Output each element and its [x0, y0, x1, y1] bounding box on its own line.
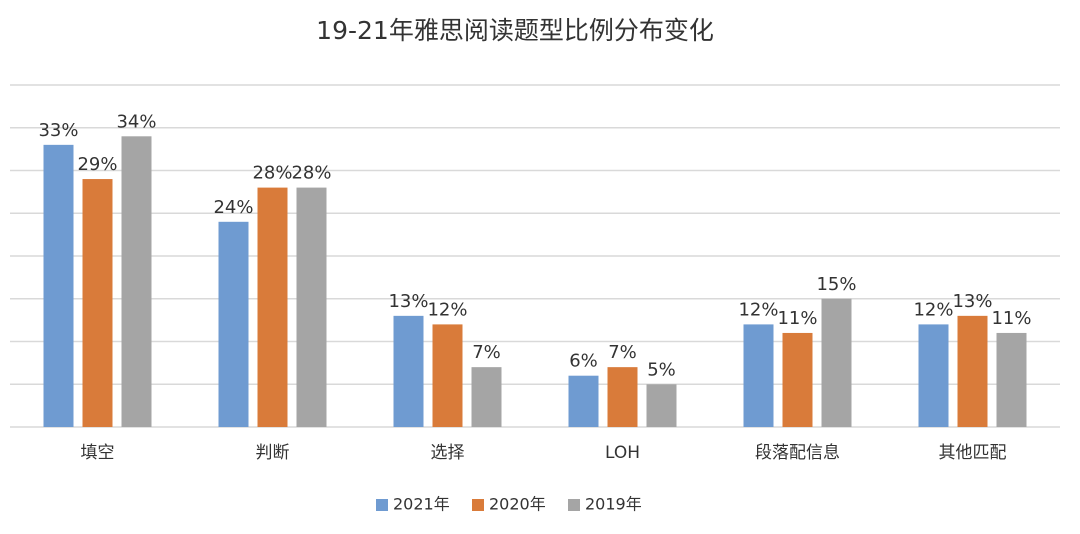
bar [82, 179, 113, 427]
data-label: 11% [991, 308, 1031, 329]
data-label: 12% [913, 299, 953, 320]
legend-swatch [376, 499, 388, 511]
legend-label: 2019年 [585, 495, 642, 514]
bar [432, 324, 463, 427]
chart-title: 19-21年雅思阅读题型比例分布变化 [316, 16, 714, 45]
bar [782, 332, 813, 427]
bar [957, 315, 988, 427]
bar [471, 367, 502, 427]
bar [121, 136, 152, 428]
x-tick-label: 段落配信息 [755, 443, 840, 463]
data-label: 13% [388, 291, 428, 312]
legend-swatch [472, 499, 484, 511]
data-label: 7% [608, 342, 637, 363]
data-label: 28% [252, 163, 292, 184]
data-label: 29% [77, 154, 117, 175]
data-label: 34% [116, 111, 156, 132]
x-tick-label: 判断 [256, 443, 290, 463]
bar [568, 375, 599, 427]
data-label: 33% [38, 120, 78, 141]
data-label: 5% [647, 359, 676, 380]
legend-swatch [568, 499, 580, 511]
bar [918, 324, 949, 427]
legend-label: 2020年 [489, 495, 546, 514]
x-tick-label: LOH [605, 443, 640, 463]
bar [996, 332, 1027, 427]
data-label: 28% [291, 163, 331, 184]
data-label: 7% [472, 342, 501, 363]
data-label: 13% [952, 291, 992, 312]
bar [43, 144, 74, 427]
data-label: 11% [777, 308, 817, 329]
bar [646, 384, 677, 427]
data-label: 15% [816, 274, 856, 295]
legend-label: 2021年 [393, 495, 450, 514]
data-label: 6% [569, 351, 598, 372]
bar [393, 315, 424, 427]
x-tick-label: 选择 [431, 443, 465, 463]
data-label: 24% [213, 197, 253, 218]
bar [607, 367, 638, 427]
bar [296, 187, 327, 427]
x-tick-label: 其他匹配 [939, 443, 1007, 463]
data-label: 12% [427, 299, 467, 320]
x-tick-label: 填空 [81, 443, 115, 463]
bar [821, 298, 852, 427]
bar [743, 324, 774, 427]
data-label: 12% [738, 299, 778, 320]
bar [218, 221, 249, 427]
bar [257, 187, 288, 427]
